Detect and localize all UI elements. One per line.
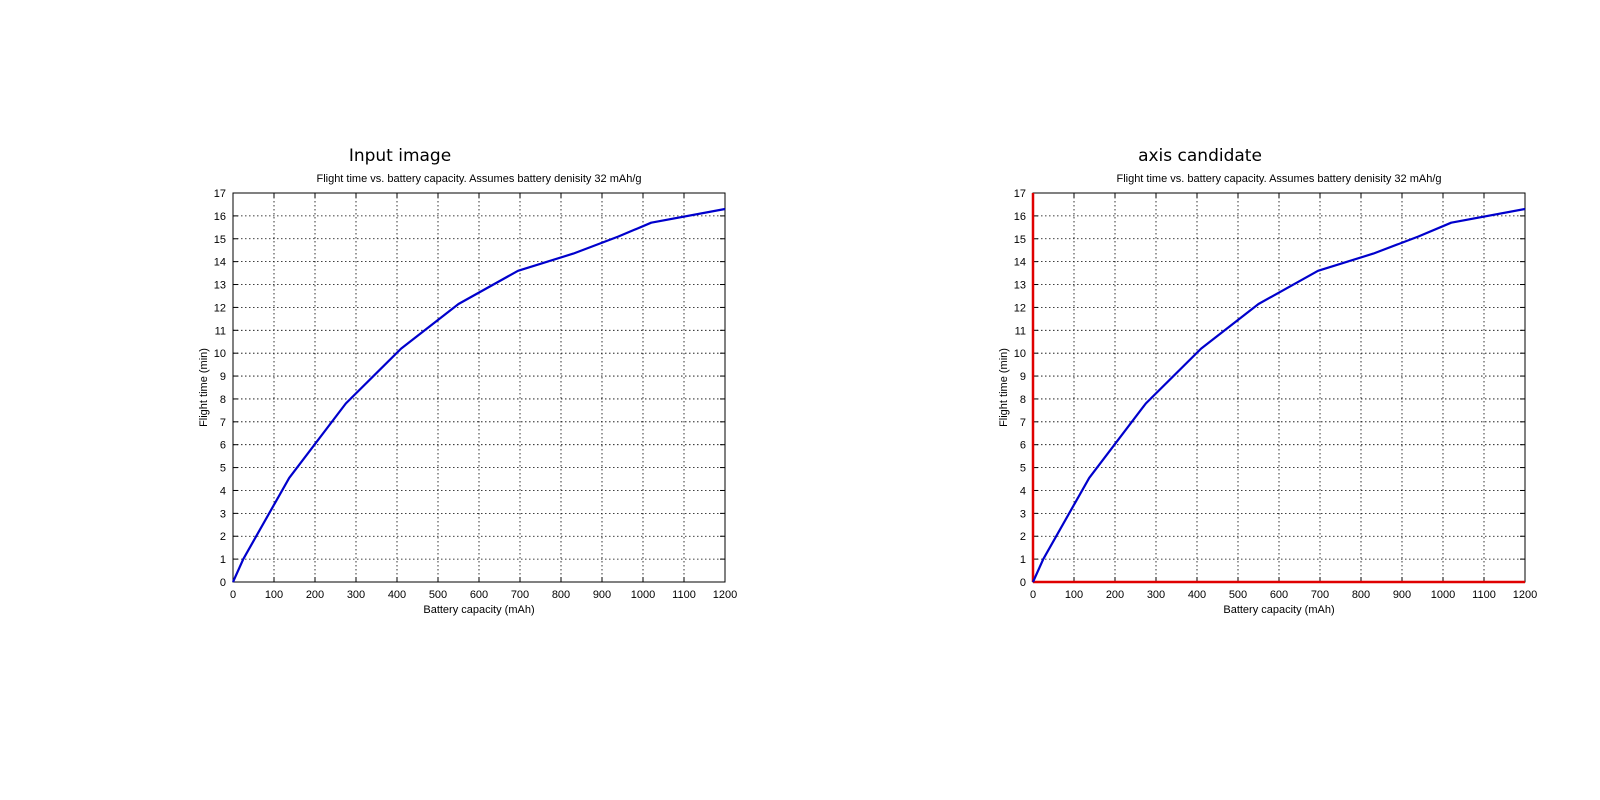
y-tick-label: 11 — [1015, 325, 1026, 337]
y-tick-label: 1 — [1020, 554, 1026, 566]
y-tick-label: 0 — [1020, 577, 1026, 589]
x-tick-label: 800 — [1352, 589, 1370, 601]
x-axis-label: Battery capacity (mAh) — [1223, 604, 1334, 616]
y-tick-label: 14 — [1014, 257, 1026, 269]
x-tick-label: 0 — [1030, 589, 1036, 601]
x-tick-label: 400 — [1188, 589, 1206, 601]
y-tick-label: 9 — [220, 371, 226, 383]
y-tick-label: 6 — [1020, 440, 1026, 452]
y-tick-label: 7 — [1020, 417, 1026, 429]
y-axis-label: Flight time (min) — [998, 348, 1010, 427]
x-tick-label: 0 — [230, 589, 236, 601]
figure-title: Input image — [348, 146, 452, 166]
y-tick-label: 6 — [220, 440, 226, 452]
x-tick-label: 800 — [552, 589, 570, 601]
x-tick-label: 200 — [1106, 589, 1124, 601]
x-tick-label: 700 — [511, 589, 529, 601]
figure-title: axis candidate — [1138, 146, 1262, 166]
x-tick-label: 1000 — [631, 589, 655, 601]
y-tick-label: 2 — [220, 531, 226, 543]
x-tick-label: 300 — [1147, 589, 1165, 601]
y-tick-label: 17 — [214, 188, 226, 200]
x-tick-label: 300 — [347, 589, 365, 601]
y-tick-label: 4 — [220, 485, 226, 497]
y-tick-label: 16 — [214, 211, 226, 223]
y-tick-label: 5 — [220, 463, 226, 475]
x-tick-label: 500 — [1229, 589, 1247, 601]
y-tick-label: 15 — [1014, 234, 1026, 246]
x-tick-label: 100 — [1065, 589, 1083, 601]
y-tick-label: 5 — [1020, 463, 1026, 475]
x-tick-label: 1000 — [1431, 589, 1455, 601]
x-tick-label: 500 — [429, 589, 447, 601]
y-tick-label: 8 — [220, 394, 226, 406]
x-tick-label: 1200 — [713, 589, 737, 601]
x-tick-label: 1100 — [1472, 589, 1496, 601]
y-tick-label: 14 — [214, 257, 226, 269]
y-tick-label: 8 — [1020, 394, 1026, 406]
x-tick-label: 900 — [593, 589, 611, 601]
x-tick-label: 600 — [470, 589, 488, 601]
x-axis-label: Battery capacity (mAh) — [423, 604, 534, 616]
y-tick-label: 10 — [214, 348, 226, 360]
y-tick-label: 13 — [214, 280, 226, 292]
x-tick-label: 100 — [265, 589, 283, 601]
y-tick-label: 15 — [214, 234, 226, 246]
y-tick-label: 7 — [220, 417, 226, 429]
line-chart-axis-candidate: Flight time vs. battery capacity. Assume… — [998, 173, 1537, 616]
y-tick-label: 13 — [1014, 280, 1026, 292]
y-tick-label: 3 — [220, 508, 226, 520]
x-tick-label: 900 — [1393, 589, 1411, 601]
y-tick-label: 2 — [1020, 531, 1026, 543]
axes-frame — [232, 192, 726, 583]
y-tick-label: 17 — [1014, 188, 1026, 200]
figure-panel-input: Input image Flight time vs. battery capa… — [198, 146, 737, 616]
figure-panel-axis-candidate: axis candidate Flight time vs. battery c… — [800, 0, 1600, 800]
chart-title: Flight time vs. battery capacity. Assume… — [316, 173, 641, 185]
y-tick-label: 16 — [1014, 211, 1026, 223]
y-tick-label: 10 — [1014, 348, 1026, 360]
x-tick-label: 200 — [306, 589, 324, 601]
x-tick-label: 1200 — [1513, 589, 1537, 601]
series-line — [1031, 207, 1526, 583]
x-tick-label: 400 — [388, 589, 406, 601]
series-line — [231, 207, 726, 583]
y-tick-label: 11 — [215, 325, 226, 337]
x-tick-label: 700 — [1311, 589, 1329, 601]
line-chart-input: Flight time vs. battery capacity. Assume… — [198, 173, 737, 616]
y-tick-label: 12 — [214, 302, 226, 314]
y-tick-label: 12 — [1014, 302, 1026, 314]
axes-frame — [1032, 192, 1526, 583]
y-axis-label: Flight time (min) — [198, 348, 210, 427]
x-tick-label: 600 — [1270, 589, 1288, 601]
y-tick-label: 0 — [220, 577, 226, 589]
y-tick-label: 4 — [1020, 485, 1026, 497]
x-tick-label: 1100 — [672, 589, 696, 601]
y-tick-label: 9 — [1020, 371, 1026, 383]
y-tick-label: 1 — [220, 554, 226, 566]
chart-title: Flight time vs. battery capacity. Assume… — [1116, 173, 1441, 185]
y-tick-label: 3 — [1020, 508, 1026, 520]
